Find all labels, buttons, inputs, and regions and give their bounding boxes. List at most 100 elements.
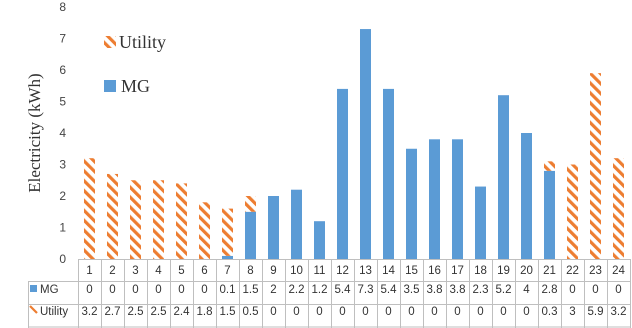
x-tick-label: 6 [201,265,207,277]
x-tick-label: 18 [474,265,487,277]
utility-legend-key [29,305,38,314]
table-cell-utility: 1.8 [197,306,213,318]
mg-legend-swatch [104,80,116,92]
table-cell-mg: 0 [86,284,92,296]
bar-mg [314,221,325,259]
y-tick-label: 6 [59,63,66,77]
bar-mg [475,186,486,259]
table-cell-utility: 0 [339,306,345,318]
table-cell-utility: 5.9 [588,306,604,318]
bar-utility [130,180,141,259]
bar-mg [291,189,302,259]
table-cell-utility: 0 [477,306,483,318]
table-cell-mg: 5.4 [381,284,398,296]
bar-mg [429,139,440,259]
table-cell-utility: 3.2 [82,306,98,318]
table-cell-mg: 0 [615,284,621,296]
x-tick-label: 12 [336,265,349,277]
table-legend-mg: MG [30,284,59,296]
table-cell-mg: 2.3 [473,284,489,296]
table-cell-utility: 3 [569,306,575,318]
y-tick-label: 1 [59,221,66,235]
x-tick-label: 16 [428,265,441,277]
table-cell-utility: 0 [523,306,529,318]
bar-mg [498,95,509,259]
x-tick-label: 3 [132,265,138,277]
x-tick-label: 4 [155,265,162,277]
x-tick-label: 20 [520,265,533,277]
bar-utility [176,183,187,259]
legend-item-mg: MG [104,76,150,96]
bar-mg [268,196,279,259]
bar-mg [337,88,348,260]
x-tick-label: 23 [589,265,602,277]
bar-mg [245,211,256,259]
mg-legend-key [30,285,37,292]
table-cell-mg: 0 [132,284,138,296]
table-cell-mg: 4 [523,284,530,296]
x-tick-label: 2 [109,265,115,277]
bar-mg [544,170,555,259]
bar-utility [567,164,578,259]
bar-mg [360,29,371,259]
table-cell-utility: 0 [385,306,391,318]
bar-mg [222,255,233,259]
table-cell-utility: 0 [408,306,414,318]
table-cell-mg: 2 [270,284,276,296]
table-cell-mg: 2.8 [542,284,558,296]
legend-item-utility: Utility [104,32,166,52]
table-cell-utility: 1.5 [220,306,236,318]
table-row-label-utility: Utility [40,306,68,318]
x-tick-label: 10 [290,265,303,277]
table-cell-utility: 0 [362,306,368,318]
y-tick-label: 7 [59,32,66,46]
table-cell-mg: 3.5 [404,284,420,296]
table-cell-mg: 1.5 [243,284,259,296]
legend-label-utility: Utility [119,32,166,52]
table-cell-utility: 2.4 [174,306,191,318]
x-tick-label: 13 [359,265,372,277]
bar-utility [199,202,210,259]
table-cell-mg: 3.8 [450,284,466,296]
bar-utility [590,73,601,260]
x-tick-label: 24 [612,265,625,277]
bar-utility [222,208,233,256]
x-tick-label: 22 [566,265,579,277]
table-cell-utility: 0 [270,306,276,318]
y-tick-label: 5 [59,95,66,109]
x-tick-label: 11 [314,265,326,277]
bar-utility [107,173,118,259]
table-legend-utility: Utility [29,305,68,318]
x-tick-label: 9 [270,265,276,277]
y-tick-label: 4 [59,126,66,140]
bar-utility [613,158,624,259]
table-cell-utility: 2.5 [151,306,167,318]
table-cell-mg: 0 [178,284,184,296]
table-cell-mg: 5.4 [335,284,352,296]
y-tick-label: 8 [59,0,66,14]
y-tick-label: 2 [59,189,66,203]
x-tick-label: 15 [405,265,418,277]
table-cell-utility: 2.5 [128,306,144,318]
table-cell-utility: 0 [316,306,322,318]
table-cell-mg: 0 [155,284,161,296]
x-tick-label: 8 [247,265,253,277]
table-cell-mg: 2.2 [289,284,305,296]
y-axis-label: Electricity (kWh) [25,73,44,192]
table-cell-utility: 0 [500,306,506,318]
x-tick-label: 21 [543,265,556,277]
table-cell-utility: 0.5 [243,306,259,318]
table-row-label-mg: MG [40,284,59,296]
x-tick-label: 17 [451,265,464,277]
table-cell-mg: 7.3 [358,284,374,296]
table-cell-mg: 0.1 [220,284,236,296]
table-cell-mg: 0 [201,284,207,296]
table-cell-utility: 0.3 [542,306,558,318]
bar-utility [245,196,256,212]
x-tick-label: 1 [86,265,92,277]
table-cell-mg: 1.2 [312,284,328,296]
table-cell-utility: 2.7 [105,306,121,318]
bar-utility [153,180,164,259]
table-cell-utility: 3.2 [611,306,627,318]
